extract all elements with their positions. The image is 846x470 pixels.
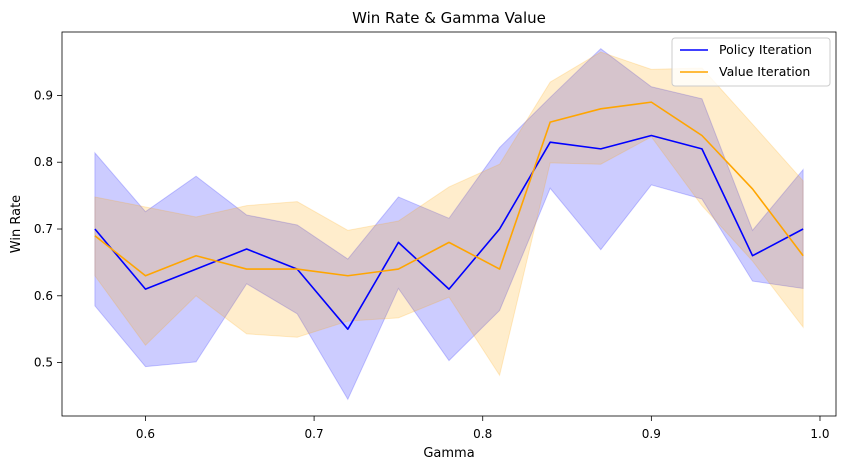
x-axis-label: Gamma	[423, 446, 474, 461]
band-policy-iteration	[94, 48, 804, 401]
y-tick-label: 0.8	[34, 155, 53, 169]
y-tick-label: 0.9	[34, 88, 53, 102]
x-tick-label: 0.6	[136, 427, 155, 441]
y-tick-label: 0.6	[34, 289, 53, 303]
legend: Policy Iteration Value Iteration	[671, 37, 831, 87]
y-axis-ticks: 0.5 0.6 0.7 0.8 0.9	[34, 88, 62, 370]
plot-frame	[61, 31, 837, 417]
x-tick-label: 1.0	[810, 427, 829, 441]
line-value-iteration	[94, 101, 804, 277]
legend-label-policy-iteration: Policy Iteration	[719, 42, 812, 57]
band-value-iteration	[94, 51, 804, 377]
chart-title: Win Rate & Gamma Value	[352, 9, 546, 27]
y-axis-label: Win Rate	[9, 195, 24, 253]
series-lines	[94, 101, 804, 330]
y-tick-label: 0.7	[34, 222, 53, 236]
legend-label-value-iteration: Value Iteration	[719, 64, 810, 79]
x-axis-ticks: 0.6 0.7 0.8 0.9 1.0	[136, 416, 830, 441]
confidence-bands	[94, 48, 804, 401]
x-tick-label: 0.9	[642, 427, 661, 441]
y-tick-label: 0.5	[34, 356, 53, 370]
x-tick-label: 0.8	[473, 427, 492, 441]
line-policy-iteration	[94, 134, 804, 330]
legend-box	[671, 37, 831, 87]
x-tick-label: 0.7	[305, 427, 324, 441]
